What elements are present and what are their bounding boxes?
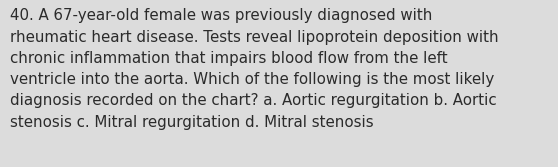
Text: 40. A 67-year-old female was previously diagnosed with
rheumatic heart disease. : 40. A 67-year-old female was previously … — [10, 8, 499, 130]
